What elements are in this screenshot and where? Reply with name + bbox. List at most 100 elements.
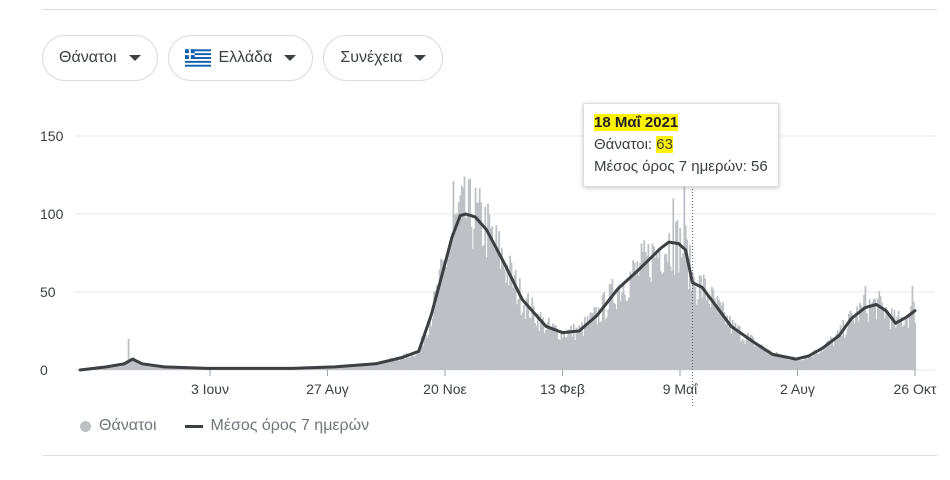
- y-axis-ticks: 0 50 100 150: [40, 128, 64, 378]
- daily-bar: [839, 325, 842, 370]
- daily-bar: [409, 356, 412, 370]
- range-filter-button[interactable]: Συνέχεια: [323, 35, 444, 81]
- daily-bar: [650, 282, 653, 370]
- daily-bar: [543, 333, 546, 370]
- daily-bar: [802, 360, 805, 370]
- daily-bar: [531, 297, 534, 370]
- daily-bar: [735, 330, 738, 370]
- daily-bar: [135, 360, 138, 370]
- daily-bar: [611, 279, 614, 370]
- daily-bar: [496, 246, 499, 370]
- daily-bar: [329, 367, 332, 370]
- daily-bar: [147, 363, 149, 370]
- daily-bar: [416, 350, 419, 370]
- daily-bar: [351, 365, 354, 370]
- range-filter-label: Συνέχεια: [340, 49, 403, 66]
- daily-bar: [134, 360, 137, 370]
- daily-bar: [912, 301, 915, 370]
- daily-bar: [401, 355, 404, 370]
- daily-bar: [366, 364, 369, 370]
- daily-bar: [856, 306, 859, 370]
- daily-bar: [614, 304, 617, 370]
- daily-bar: [576, 332, 579, 370]
- daily-bar: [878, 290, 881, 370]
- daily-bar: [445, 266, 448, 370]
- x-tick-label: 26 Οκτ: [894, 381, 937, 397]
- daily-bar: [586, 316, 589, 370]
- daily-bar: [465, 218, 467, 370]
- daily-bar: [711, 286, 713, 370]
- daily-bar: [640, 243, 643, 370]
- daily-bar: [599, 321, 601, 370]
- daily-bar: [553, 325, 556, 370]
- daily-bar: [541, 319, 543, 370]
- daily-bar: [785, 359, 788, 370]
- daily-bar: [451, 232, 453, 370]
- daily-bar: [371, 365, 373, 370]
- daily-bar: [672, 198, 675, 370]
- daily-bar: [153, 364, 156, 370]
- daily-bar: [372, 365, 375, 370]
- metric-filter-button[interactable]: Θάνατοι: [42, 35, 158, 81]
- region-filter-button[interactable]: Ελλάδα: [167, 35, 314, 81]
- daily-bar: [849, 310, 852, 370]
- daily-bar: [632, 260, 635, 370]
- daily-bar: [618, 285, 621, 370]
- daily-bar: [603, 292, 606, 370]
- daily-bar: [463, 176, 466, 370]
- daily-bar: [791, 357, 794, 370]
- daily-bar: [865, 313, 868, 370]
- daily-bar: [160, 366, 163, 370]
- daily-bar: [152, 364, 155, 370]
- daily-bar: [423, 336, 426, 370]
- daily-bar: [661, 273, 664, 370]
- daily-bar: [115, 364, 118, 370]
- daily-bar: [803, 357, 806, 370]
- daily-bar: [499, 268, 502, 370]
- daily-bar: [868, 298, 871, 370]
- daily-bar: [617, 290, 619, 370]
- daily-bar: [691, 271, 694, 370]
- daily-bar: [554, 325, 557, 370]
- daily-bar: [506, 264, 509, 370]
- daily-bar: [362, 363, 365, 370]
- daily-bar: [852, 316, 854, 370]
- daily-bar: [568, 329, 571, 370]
- daily-bar: [820, 349, 823, 370]
- daily-bar: [532, 306, 535, 370]
- daily-bar: [805, 357, 807, 370]
- daily-bar: [447, 258, 449, 370]
- daily-bar: [433, 291, 435, 370]
- daily-bar: [498, 231, 500, 370]
- daily-bar: [354, 366, 357, 370]
- daily-bar: [510, 262, 513, 370]
- daily-bar: [141, 363, 144, 370]
- daily-bar: [458, 201, 460, 370]
- daily-bar: [571, 336, 574, 370]
- daily-deaths-bars: [80, 176, 917, 370]
- daily-bar: [476, 202, 478, 370]
- daily-bar: [807, 355, 810, 370]
- daily-bar: [123, 362, 126, 370]
- daily-bar: [882, 306, 885, 370]
- daily-bar: [145, 365, 148, 370]
- daily-bar: [491, 226, 494, 370]
- daily-bar: [376, 364, 379, 370]
- daily-bar: [731, 319, 734, 370]
- daily-bar: [474, 187, 477, 370]
- daily-bar: [636, 261, 639, 370]
- daily-bar: [896, 316, 899, 370]
- daily-bar: [626, 300, 629, 370]
- daily-bar: [124, 363, 127, 370]
- daily-bar: [111, 365, 113, 370]
- legend-label-deaths: Θάνατοι: [99, 417, 157, 434]
- daily-bar: [102, 367, 105, 370]
- daily-bar: [559, 340, 561, 370]
- daily-bar: [523, 304, 525, 370]
- daily-bar: [462, 187, 465, 370]
- chevron-down-icon: [414, 55, 427, 61]
- daily-bar: [666, 262, 669, 370]
- daily-bar: [149, 365, 152, 370]
- daily-bar: [347, 365, 350, 370]
